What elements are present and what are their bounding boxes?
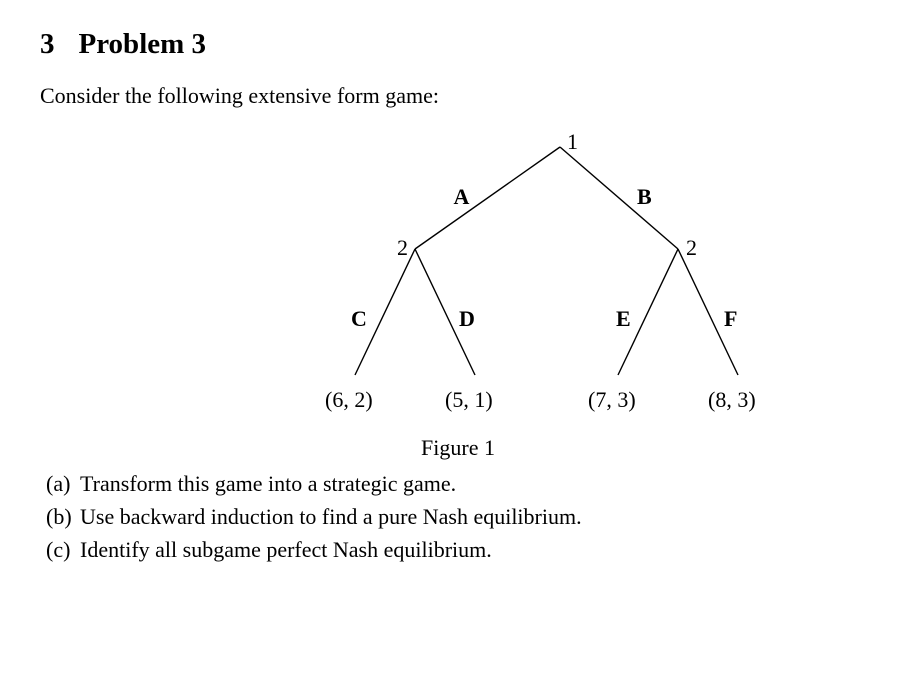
part-text: Identify all subgame perfect Nash equili…: [80, 537, 492, 562]
question-part: (a)Transform this game into a strategic …: [46, 467, 876, 500]
part-label: (a): [46, 467, 80, 500]
edge-label: B: [637, 184, 652, 210]
question-part: (b)Use backward induction to find a pure…: [46, 500, 876, 533]
edge-label: F: [724, 306, 737, 332]
section-title: Problem 3: [79, 28, 207, 60]
payoff-label: (7, 3): [588, 387, 636, 413]
game-tree-svg: [40, 127, 876, 427]
edge-label: A: [454, 184, 470, 210]
page-root: 3 Problem 3 Consider the following extens…: [0, 0, 916, 566]
payoff-label: (5, 1): [445, 387, 493, 413]
edge-label: D: [459, 306, 475, 332]
node-label: 2: [397, 235, 408, 261]
question-parts: (a)Transform this game into a strategic …: [40, 467, 876, 566]
node-label: 1: [567, 129, 578, 155]
part-label: (c): [46, 533, 80, 566]
edge-label: E: [616, 306, 631, 332]
payoff-label: (8, 3): [708, 387, 756, 413]
tree-edge: [560, 147, 678, 249]
question-part: (c)Identify all subgame perfect Nash equ…: [46, 533, 876, 566]
part-label: (b): [46, 500, 80, 533]
figure-caption: Figure 1: [40, 435, 876, 461]
intro-text: Consider the following extensive form ga…: [40, 83, 876, 109]
node-label: 2: [686, 235, 697, 261]
part-text: Use backward induction to find a pure Na…: [80, 504, 582, 529]
payoff-label: (6, 2): [325, 387, 373, 413]
section-number: 3: [40, 28, 55, 61]
edge-label: C: [351, 306, 367, 332]
game-tree: A B C D E F 1 2 2 (6, 2) (5, 1) (7, 3) (8, 3): [40, 127, 876, 427]
section-heading: 3 Problem 3: [40, 28, 876, 61]
part-text: Transform this game into a strategic gam…: [80, 471, 456, 496]
tree-edge: [415, 147, 560, 249]
